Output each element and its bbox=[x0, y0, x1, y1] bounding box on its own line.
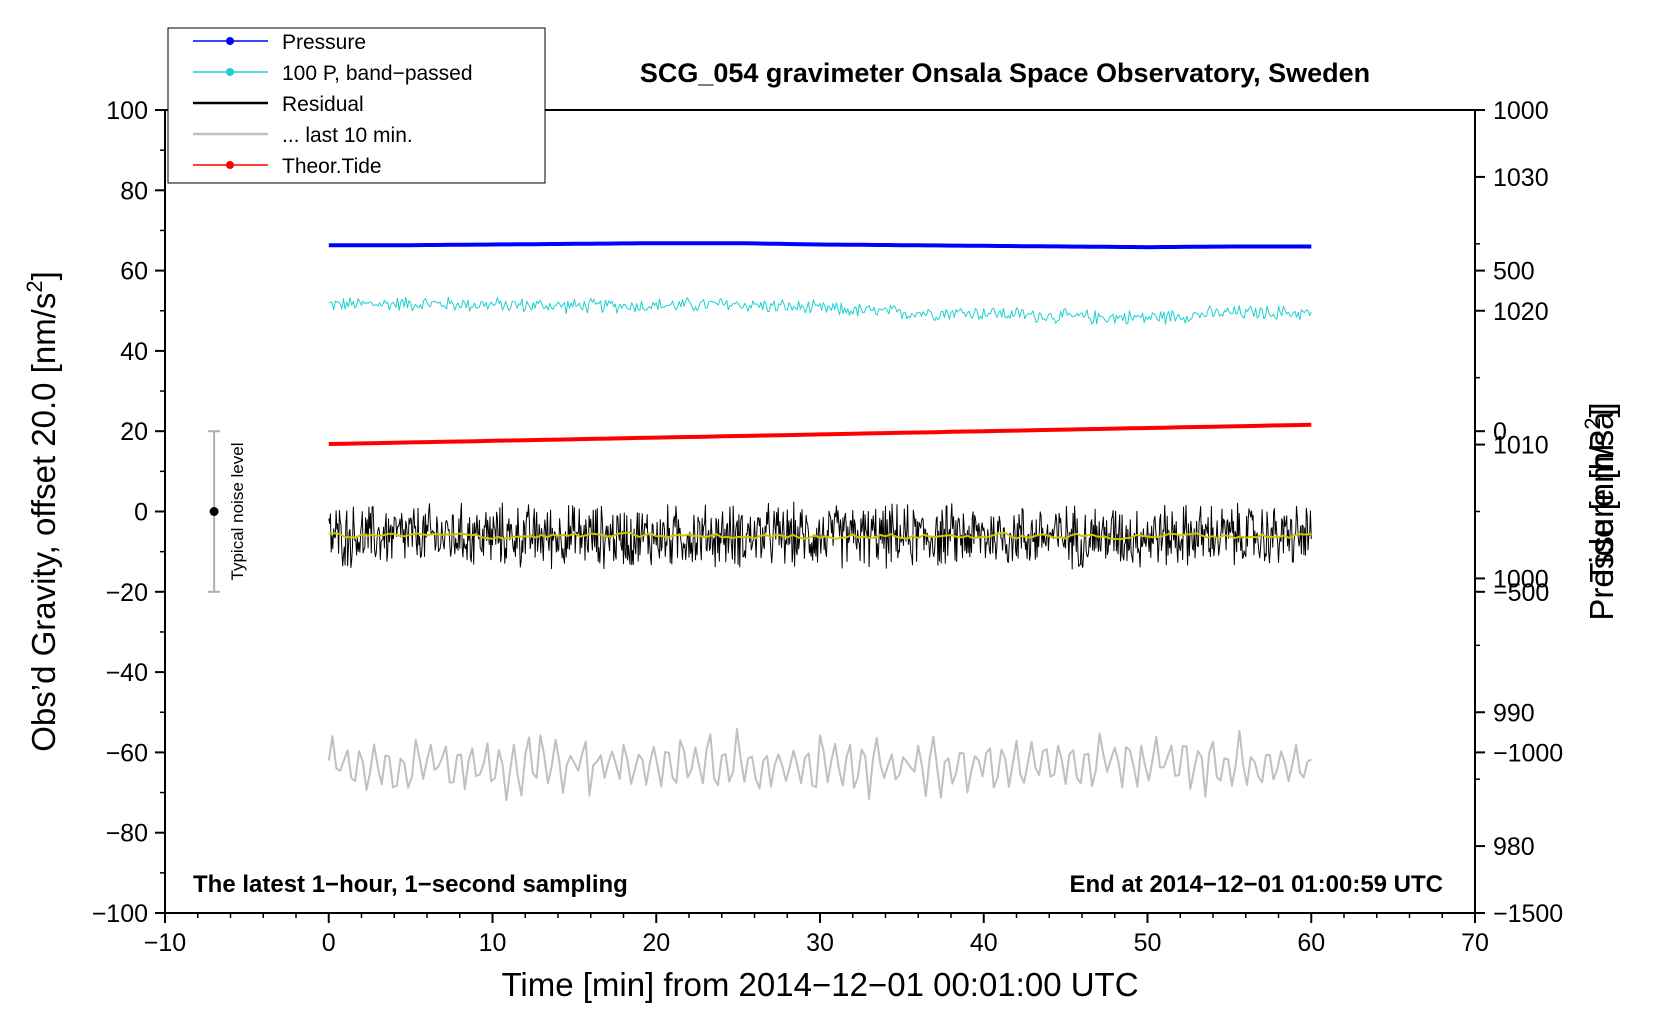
y-left-tick-label: −100 bbox=[92, 900, 148, 928]
y-left-tick-label: −80 bbox=[106, 820, 148, 848]
y-pressure-axis-title: Pressure [hPa] bbox=[1583, 402, 1620, 620]
y-left-tick-label: −20 bbox=[106, 579, 148, 607]
series-line-0 bbox=[328, 241, 1312, 250]
series-line-3 bbox=[328, 531, 1312, 541]
legend-marker bbox=[226, 161, 234, 169]
series-line-5 bbox=[328, 422, 1312, 446]
x-tick-label: 30 bbox=[806, 929, 834, 957]
y-tide-axis-title: Tide [nm/s2] bbox=[1580, 408, 1620, 582]
y-tide-axis-title-sup: 2 bbox=[1580, 417, 1605, 429]
chart-title: SCG_054 gravimeter Onsala Space Observat… bbox=[640, 58, 1370, 88]
legend-marker bbox=[226, 37, 234, 45]
legend-label: Pressure bbox=[282, 31, 366, 54]
x-tick-label: 10 bbox=[479, 929, 507, 957]
y-tide-axis-title-main: Tide [nm/s bbox=[1583, 430, 1620, 583]
x-tick-label: −10 bbox=[144, 929, 186, 957]
x-tick-label: 70 bbox=[1461, 929, 1489, 957]
y-tide-tick-label: 1000 bbox=[1493, 97, 1549, 125]
legend-box bbox=[167, 27, 546, 184]
legend-marker bbox=[226, 68, 234, 76]
y-tide-tick-label: 500 bbox=[1493, 258, 1535, 286]
noise-center-dot bbox=[209, 507, 219, 516]
y-left-axis-title-sup: 2 bbox=[22, 280, 47, 292]
y-left-tick-label: 0 bbox=[134, 499, 148, 527]
annotation-bottom-right: End at 2014−12−01 01:00:59 UTC bbox=[1069, 871, 1443, 898]
y-left-tick-label: −40 bbox=[106, 659, 148, 687]
noise-label: Typical noise level bbox=[228, 443, 247, 581]
series-line-1 bbox=[328, 296, 1312, 325]
y-tide-tick-label: −1500 bbox=[1493, 900, 1563, 928]
x-tick-label: 50 bbox=[1134, 929, 1162, 957]
y-left-tick-label: 100 bbox=[106, 97, 148, 125]
legend-label: Theor.Tide bbox=[282, 155, 382, 178]
legend-label: ... last 10 min. bbox=[282, 124, 413, 147]
series-line-4 bbox=[327, 728, 1312, 802]
legend-label: Residual bbox=[282, 93, 364, 116]
y-left-axis-title: Obs’d Gravity, offset 20.0 [nm/s2] bbox=[22, 271, 62, 752]
annotation-bottom-left: The latest 1−hour, 1−second sampling bbox=[193, 871, 628, 898]
series-line-2 bbox=[328, 501, 1312, 570]
y-pressure-tick-label: 1030 bbox=[1493, 164, 1549, 192]
y-left-axis-title-main: Obs’d Gravity, offset 20.0 [nm/s bbox=[25, 293, 62, 752]
x-axis-title: Time [min] from 2014−12−01 00:01:00 UTC bbox=[501, 966, 1138, 1003]
y-tide-axis-title-close: ] bbox=[1583, 408, 1620, 417]
plot-frame bbox=[164, 109, 1476, 914]
x-tick-label: 40 bbox=[970, 929, 998, 957]
x-tick-label: 60 bbox=[1297, 929, 1325, 957]
y-left-tick-label: −60 bbox=[106, 739, 148, 767]
x-tick-label: 0 bbox=[322, 929, 336, 957]
y-tide-tick-label: 0 bbox=[1493, 418, 1507, 446]
y-tide-tick-label: −1000 bbox=[1493, 739, 1563, 767]
legend-label: 100 P, band−passed bbox=[282, 62, 473, 85]
y-left-tick-label: 40 bbox=[120, 338, 148, 366]
y-left-axis-title-close: ] bbox=[25, 271, 62, 280]
y-pressure-tick-label: 980 bbox=[1493, 833, 1535, 861]
y-left-tick-label: 60 bbox=[120, 258, 148, 286]
y-pressure-tick-label: 1010 bbox=[1493, 432, 1549, 460]
y-left-tick-label: 20 bbox=[120, 418, 148, 446]
x-tick-label: 20 bbox=[642, 929, 670, 957]
y-tide-tick-label: −500 bbox=[1493, 579, 1549, 607]
y-pressure-tick-label: 990 bbox=[1493, 699, 1535, 727]
y-pressure-tick-label: 1020 bbox=[1493, 298, 1549, 326]
y-pressure-tick-label: 1000 bbox=[1493, 565, 1549, 593]
y-left-tick-label: 80 bbox=[120, 177, 148, 205]
